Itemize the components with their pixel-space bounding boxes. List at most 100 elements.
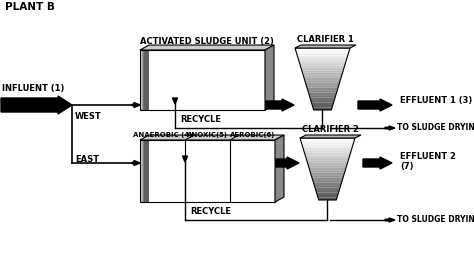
Bar [143, 140, 148, 202]
Polygon shape [303, 75, 342, 78]
Bar [141, 50, 146, 110]
Text: WEST: WEST [75, 112, 102, 121]
Polygon shape [301, 68, 344, 70]
Polygon shape [314, 185, 341, 188]
Bar [141, 140, 146, 202]
FancyArrow shape [385, 126, 395, 130]
Bar [140, 50, 145, 110]
Polygon shape [304, 78, 341, 80]
Polygon shape [296, 50, 349, 53]
Bar [141, 50, 145, 110]
Polygon shape [310, 98, 335, 100]
Polygon shape [317, 195, 338, 198]
Bar [142, 140, 147, 202]
Polygon shape [310, 170, 345, 173]
Bar [142, 140, 147, 202]
Polygon shape [140, 135, 284, 140]
FancyArrow shape [1, 96, 72, 114]
Polygon shape [312, 178, 343, 180]
Polygon shape [309, 95, 336, 98]
Polygon shape [315, 188, 340, 190]
FancyArrow shape [276, 157, 299, 169]
Text: (7): (7) [400, 162, 413, 171]
Polygon shape [313, 108, 332, 110]
Bar [143, 50, 147, 110]
Polygon shape [317, 193, 338, 195]
Bar [141, 140, 146, 202]
Polygon shape [316, 190, 339, 193]
Polygon shape [308, 165, 347, 168]
FancyArrow shape [132, 103, 140, 108]
Polygon shape [313, 180, 342, 183]
Bar [142, 50, 146, 110]
Polygon shape [309, 168, 346, 170]
Polygon shape [304, 150, 351, 153]
Bar [142, 50, 147, 110]
Polygon shape [306, 158, 349, 160]
Text: RECYCLE: RECYCLE [190, 207, 231, 216]
Polygon shape [297, 53, 348, 55]
Bar [143, 50, 148, 110]
Bar [144, 140, 149, 202]
Bar [142, 140, 146, 202]
Bar [144, 140, 149, 202]
FancyArrow shape [182, 156, 188, 162]
FancyArrow shape [385, 218, 395, 222]
Bar [144, 140, 149, 202]
FancyArrow shape [358, 99, 392, 111]
Text: PLANT B: PLANT B [5, 2, 55, 12]
Text: TO SLUDGE DRYING BEDS: TO SLUDGE DRYING BEDS [397, 123, 474, 133]
Polygon shape [299, 60, 346, 63]
Polygon shape [306, 85, 339, 88]
Polygon shape [300, 135, 361, 138]
Bar [142, 140, 147, 202]
Bar [144, 50, 149, 110]
Text: ACTIVATED SLUDGE UNIT (2): ACTIVATED SLUDGE UNIT (2) [140, 37, 274, 46]
Polygon shape [300, 63, 346, 65]
Polygon shape [310, 173, 345, 175]
Text: CLARIFIER 1: CLARIFIER 1 [297, 35, 354, 44]
Bar [141, 140, 146, 202]
Polygon shape [301, 143, 354, 145]
Polygon shape [311, 100, 334, 103]
Bar [143, 140, 148, 202]
Bar [140, 140, 275, 202]
Bar [141, 50, 146, 110]
Bar [144, 50, 148, 110]
Bar [144, 140, 149, 202]
Polygon shape [302, 73, 343, 75]
FancyArrow shape [173, 98, 177, 104]
Bar [140, 50, 145, 110]
Polygon shape [302, 145, 353, 148]
Text: EAST: EAST [75, 155, 99, 164]
Text: AEROBIC(6): AEROBIC(6) [230, 132, 275, 138]
Bar [145, 140, 149, 202]
Bar [144, 50, 148, 110]
Polygon shape [318, 198, 337, 200]
Polygon shape [308, 163, 347, 165]
Polygon shape [307, 160, 348, 163]
FancyArrow shape [363, 157, 392, 169]
Bar [143, 50, 147, 110]
Bar [144, 50, 148, 110]
Polygon shape [309, 93, 337, 95]
Polygon shape [303, 148, 352, 150]
Bar [144, 140, 149, 202]
Bar [142, 50, 146, 110]
Bar [142, 50, 146, 110]
Bar [140, 50, 145, 110]
Polygon shape [305, 80, 340, 83]
Text: TO SLUDGE DRYING BEDS: TO SLUDGE DRYING BEDS [397, 216, 474, 224]
Text: EFFLUENT 2: EFFLUENT 2 [400, 152, 456, 161]
Bar [142, 50, 147, 110]
Bar [143, 50, 148, 110]
Polygon shape [312, 105, 333, 108]
Polygon shape [302, 70, 343, 73]
Polygon shape [305, 83, 339, 85]
Bar [142, 50, 146, 110]
Bar [141, 140, 146, 202]
Bar [142, 140, 147, 202]
Polygon shape [313, 183, 342, 185]
Polygon shape [304, 153, 350, 155]
Bar [142, 140, 146, 202]
